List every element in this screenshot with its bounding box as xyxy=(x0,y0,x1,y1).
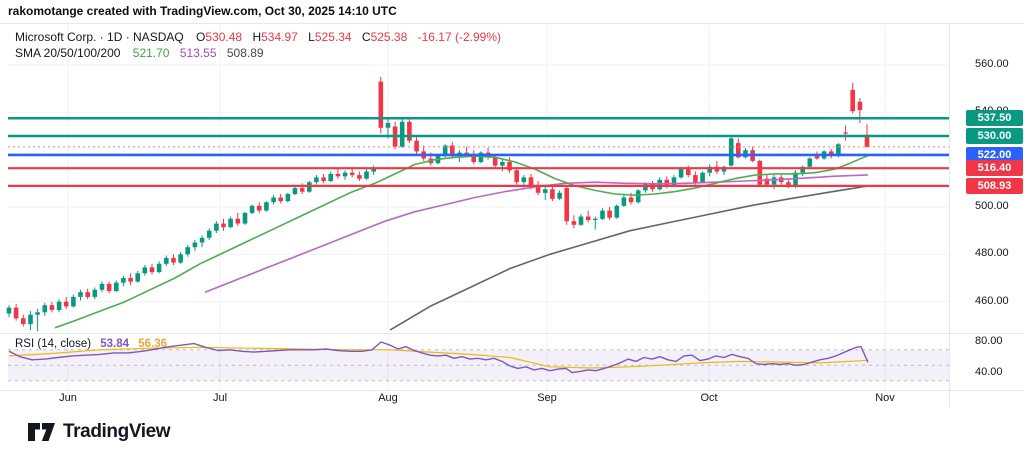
ohlc-high-value: 534.97 xyxy=(261,30,298,44)
rsi-axis-label: 80.00 xyxy=(975,335,1003,347)
sma50-value: 513.55 xyxy=(179,46,217,60)
ohlc-close-label: C xyxy=(361,30,371,44)
price-axis-label: 460.00 xyxy=(975,294,1009,307)
candlestick-series xyxy=(6,76,870,332)
tradingview-logo-text: TradingView xyxy=(63,421,171,442)
ohlc-open-value: 530.48 xyxy=(205,30,243,44)
sma20-value: 521.70 xyxy=(132,46,170,60)
ohlc-close-value: 525.38 xyxy=(370,30,408,44)
price-axis-label: 480.00 xyxy=(975,247,1009,260)
rsi-value: 53.84 xyxy=(100,338,130,350)
change-value: -16.17 (-2.99%) xyxy=(417,30,501,44)
sma-legend-row: SMA 20/50/100/200 521.70 513.55 508.89 xyxy=(15,45,501,61)
price-axis-label: 500.00 xyxy=(975,200,1009,212)
ohlc-low-value: 525.34 xyxy=(314,30,352,44)
rsi-ma-line xyxy=(8,346,869,369)
time-axis-label-jul: Jul xyxy=(212,392,228,404)
price-level-badge: 508.93 xyxy=(966,177,1023,194)
price-level-badge: 530.00 xyxy=(966,128,1023,144)
time-axis-label-jun: Jun xyxy=(59,392,77,404)
chart-legend: Microsoft Corp. · 1D · NASDAQ O530.48 H5… xyxy=(15,29,501,61)
tradingview-logo[interactable]: TradingView xyxy=(28,421,171,443)
rsi-line xyxy=(8,341,869,374)
rsi-title: RSI (14, close) xyxy=(15,338,92,350)
price-axis-label: 560.00 xyxy=(975,58,1009,70)
time-axis-label-nov: Nov xyxy=(875,392,895,404)
rsi-ma-value: 56.36 xyxy=(138,338,168,350)
symbol-legend-row: Microsoft Corp. · 1D · NASDAQ O530.48 H5… xyxy=(15,29,501,45)
sma200-value: 508.89 xyxy=(226,46,264,60)
sma-label: SMA 20/50/100/200 xyxy=(15,46,121,60)
price-level-badge: 522.00 xyxy=(966,146,1023,163)
symbol-title: Microsoft Corp. · 1D · NASDAQ xyxy=(15,30,184,44)
ohlc-high-label: H xyxy=(252,30,262,44)
attribution-text: rakomotange created with TradingView.com… xyxy=(8,4,397,18)
price-level-badge: 537.50 xyxy=(966,110,1023,127)
time-axis-label-oct: Oct xyxy=(700,392,718,404)
price-level-badge: 516.40 xyxy=(966,160,1023,177)
ohlc-low-label: L xyxy=(308,30,315,44)
sma-200-line xyxy=(389,185,869,331)
sma-20-line xyxy=(54,154,869,329)
time-axis-label-sep: Sep xyxy=(537,392,557,404)
rsi-legend: RSI (14, close) 53.84 56.36 xyxy=(15,338,167,350)
rsi-axis-label: 40.00 xyxy=(975,366,1003,378)
tradingview-logo-icon xyxy=(28,423,55,441)
ohlc-open-label: O xyxy=(196,30,206,44)
time-axis-label-aug: Aug xyxy=(378,392,398,404)
